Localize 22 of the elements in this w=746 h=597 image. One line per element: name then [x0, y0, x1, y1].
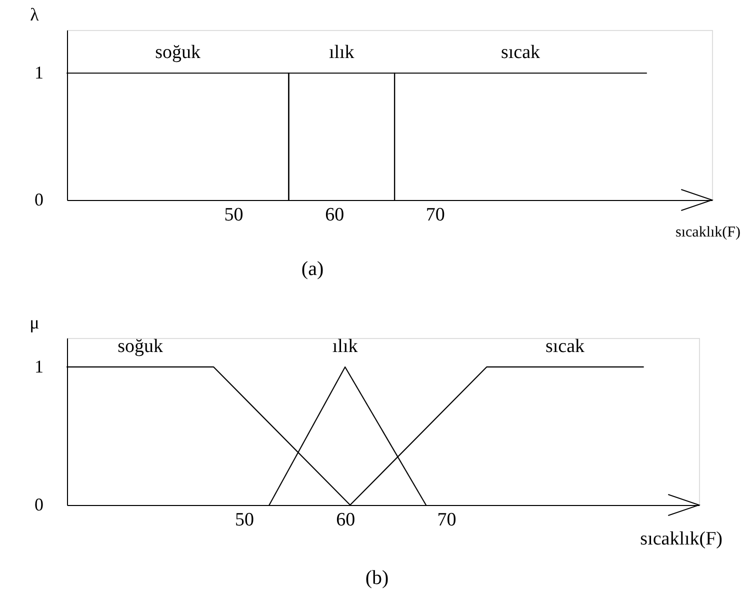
y-tick-label: 0 — [34, 494, 44, 514]
y-tick-label: 1 — [34, 356, 44, 376]
x-tick-label: 50 — [224, 204, 244, 226]
y-tick-label: 0 — [34, 190, 44, 210]
x-tick-label: 70 — [426, 204, 445, 226]
series-label: ılık — [332, 336, 358, 357]
text: (b) — [365, 567, 389, 589]
x-tick-label: 50 — [234, 510, 254, 530]
series-label: sıcak — [500, 42, 541, 64]
series-label: ılık — [328, 42, 355, 64]
text: (a) — [301, 258, 324, 280]
series-label: soğuk — [155, 42, 202, 64]
x-axis-title: sıcaklık(F) — [640, 528, 722, 550]
series-label: sıcak — [545, 336, 586, 357]
x-tick-label: 70 — [437, 510, 456, 530]
y-axis-title: μ — [30, 312, 40, 332]
series-label: soğuk — [118, 336, 164, 357]
y-tick-label: 1 — [34, 62, 44, 83]
x-tick-label: 60 — [325, 204, 344, 226]
y-axis-title: λ — [30, 4, 40, 24]
x-axis-title: sıcaklık(F) — [676, 224, 740, 240]
x-tick-label: 60 — [336, 510, 356, 530]
